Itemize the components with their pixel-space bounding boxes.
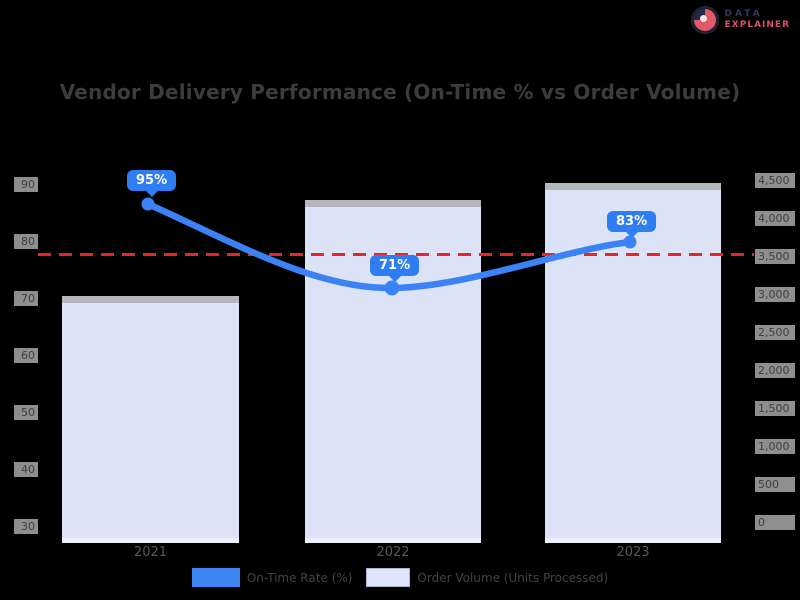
right-axis-tick: 1,500 — [755, 401, 795, 416]
left-axis-tick: 30 — [14, 519, 38, 534]
brand-wordmark: DATA EXPLAINER — [725, 9, 790, 31]
left-axis-tick: 90 — [14, 177, 38, 192]
left-axis-tick: 80 — [14, 234, 38, 249]
x-label-2023: 2023 — [616, 545, 650, 560]
legend-label-bar: Order Volume (Units Processed) — [417, 570, 609, 585]
right-axis-tick: 0 — [755, 515, 795, 530]
legend-item-bar[interactable]: Order Volume (Units Processed) — [366, 568, 608, 587]
right-axis-tick: 500 — [755, 477, 795, 492]
legend: On-Time Rate (%) Order Volume (Units Pro… — [0, 568, 800, 587]
brand-name-line2: EXPLAINER — [724, 20, 790, 30]
left-axis-tick: 40 — [14, 462, 38, 477]
point-label-2021: 95% — [127, 170, 177, 197]
right-axis-tick: 2,000 — [755, 363, 795, 378]
legend-label-line: On-Time Rate (%) — [246, 570, 353, 585]
right-axis-tick: 4,500 — [755, 173, 795, 188]
x-label-2021: 2021 — [133, 545, 168, 560]
brand-donut-icon — [690, 6, 719, 34]
x-label-2022: 2022 — [376, 545, 410, 560]
right-axis-tick: 4,000 — [755, 211, 795, 226]
bar-2021 — [62, 296, 239, 543]
right-axis-tick: 3,000 — [755, 287, 795, 302]
bar-2022 — [305, 200, 481, 543]
brand-logo: DATA EXPLAINER — [690, 6, 790, 34]
legend-swatch-bar — [366, 568, 411, 587]
right-axis-tick: 3,500 — [755, 249, 795, 264]
left-axis-tick: 50 — [14, 405, 38, 420]
line-point-2021 — [141, 197, 155, 211]
point-label-2022: 71% — [370, 255, 420, 282]
point-label-2023: 83% — [607, 211, 657, 238]
brand-name-line1: DATA — [724, 9, 763, 19]
legend-item-line[interactable]: On-Time Rate (%) — [191, 568, 353, 587]
left-axis-tick: 70 — [14, 291, 38, 306]
left-axis-tick: 60 — [14, 348, 38, 363]
chart-title: Vendor Delivery Performance (On-Time % v… — [59, 80, 741, 104]
legend-swatch-line — [191, 568, 240, 587]
right-axis-tick: 1,000 — [755, 439, 795, 454]
right-axis-tick: 2,500 — [755, 325, 795, 340]
